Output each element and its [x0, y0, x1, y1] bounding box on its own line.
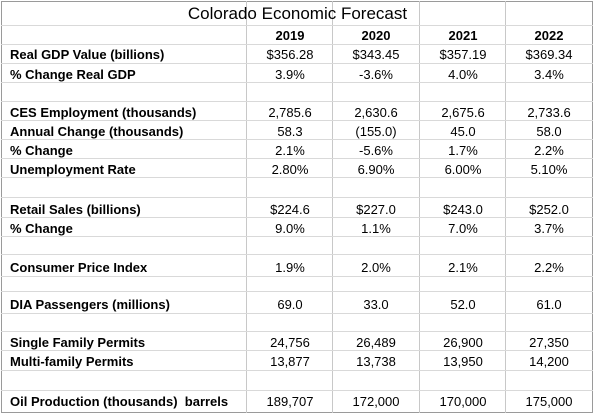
table-cell: 52.0	[450, 297, 476, 312]
table-cell: $224.6	[270, 202, 310, 217]
row-divider	[1, 158, 593, 159]
table-cell: 2,733.6	[527, 105, 571, 120]
row-divider	[1, 313, 593, 314]
table-cell: -3.6%	[359, 67, 393, 82]
row-divider	[1, 276, 593, 277]
row-label-consumer-price-index: Consumer Price Index	[10, 260, 148, 275]
table-cell: 2.2%	[534, 260, 564, 275]
table-cell: 1.9%	[275, 260, 305, 275]
table-cell: 2,785.6	[268, 105, 312, 120]
row-label-pct-change-employment: % Change	[10, 143, 73, 158]
row-divider	[1, 254, 593, 255]
table-cell: 2.2%	[534, 143, 564, 158]
row-divider	[1, 101, 593, 102]
table-cell: 13,738	[356, 354, 396, 369]
year-header: 2022	[534, 28, 564, 43]
row-divider	[1, 44, 593, 45]
table-cell: 33.0	[363, 297, 389, 312]
row-divider	[1, 331, 593, 332]
table-cell: $343.45	[352, 47, 400, 62]
table-cell: $356.28	[266, 47, 314, 62]
table-cell: $252.0	[529, 202, 569, 217]
table-cell: 2,675.6	[441, 105, 485, 120]
table-cell: 26,489	[356, 335, 396, 350]
table-cell: 4.0%	[448, 67, 478, 82]
table-cell: 69.0	[277, 297, 303, 312]
table-cell: 189,707	[266, 394, 314, 409]
table-cell: 13,950	[443, 354, 483, 369]
table-cell: 26,900	[443, 335, 483, 350]
column-divider	[505, 1, 506, 413]
row-divider	[1, 197, 593, 198]
table-cell: 2.0%	[361, 260, 391, 275]
row-label-annual-change: Annual Change (thousands)	[10, 124, 184, 139]
row-divider	[1, 390, 593, 391]
table-cell: 6.90%	[357, 162, 395, 177]
row-label-pct-change-real-gdp: % Change Real GDP	[10, 67, 136, 82]
table-cell: $357.19	[439, 47, 487, 62]
row-label-multi-family-permits: Multi-family Permits	[10, 354, 134, 369]
column-divider	[246, 1, 247, 413]
row-divider	[1, 291, 593, 292]
year-header: 2020	[361, 28, 391, 43]
year-header: 2021	[448, 28, 478, 43]
table-cell: $243.0	[443, 202, 483, 217]
table-cell: 7.0%	[448, 221, 478, 236]
table-cell: 3.7%	[534, 221, 564, 236]
row-label-ces-employment: CES Employment (thousands)	[10, 105, 197, 120]
table-cell: 14,200	[529, 354, 569, 369]
row-divider	[1, 139, 593, 140]
column-divider	[332, 1, 333, 413]
table-cell: 61.0	[536, 297, 562, 312]
row-label-single-family-permits: Single Family Permits	[10, 335, 146, 350]
row-divider	[1, 217, 593, 218]
table-cell: 2.1%	[448, 260, 478, 275]
table-cell: 1.1%	[361, 221, 391, 236]
row-divider	[1, 25, 593, 26]
table-cell: 58.3	[277, 124, 303, 139]
page-title: Colorado Economic Forecast	[187, 4, 408, 23]
table-cell: $227.0	[356, 202, 396, 217]
table-cell: 175,000	[525, 394, 573, 409]
row-label-pct-change-retail: % Change	[10, 221, 73, 236]
table-cell: 24,756	[270, 335, 310, 350]
table-cell: 27,350	[529, 335, 569, 350]
row-label-real-gdp-value: Real GDP Value (billions)	[10, 47, 165, 62]
table-cell: 3.4%	[534, 67, 564, 82]
row-divider	[1, 177, 593, 178]
table-cell: 6.00%	[444, 162, 482, 177]
table-cell: 170,000	[439, 394, 487, 409]
row-divider	[1, 120, 593, 121]
table-cell: 1.7%	[448, 143, 478, 158]
row-label-unemployment-rate: Unemployment Rate	[10, 162, 136, 177]
table-cell: 172,000	[352, 394, 400, 409]
table-cell: 13,877	[270, 354, 310, 369]
table-cell: 5.10%	[530, 162, 568, 177]
table-cell: (155.0)	[355, 124, 397, 139]
row-label-oil-production: Oil Production (thousands) barrels	[10, 394, 229, 409]
year-header: 2019	[275, 28, 305, 43]
table-cell: 9.0%	[275, 221, 305, 236]
table-cell: 2.80%	[271, 162, 309, 177]
table-cell: $369.34	[525, 47, 573, 62]
row-divider	[1, 82, 593, 83]
column-divider	[419, 1, 420, 413]
table-cell: 58.0	[536, 124, 562, 139]
table-cell: -5.6%	[359, 143, 393, 158]
row-divider	[1, 350, 593, 351]
row-label-retail-sales: Retail Sales (billions)	[10, 202, 141, 217]
row-divider	[1, 370, 593, 371]
table-cell: 45.0	[450, 124, 476, 139]
table-cell: 2.1%	[275, 143, 305, 158]
table-cell: 3.9%	[275, 67, 305, 82]
row-divider	[1, 236, 593, 237]
row-label-dia-passengers: DIA Passengers (millions)	[10, 297, 170, 312]
row-divider	[1, 63, 593, 64]
table-cell: 2,630.6	[354, 105, 398, 120]
